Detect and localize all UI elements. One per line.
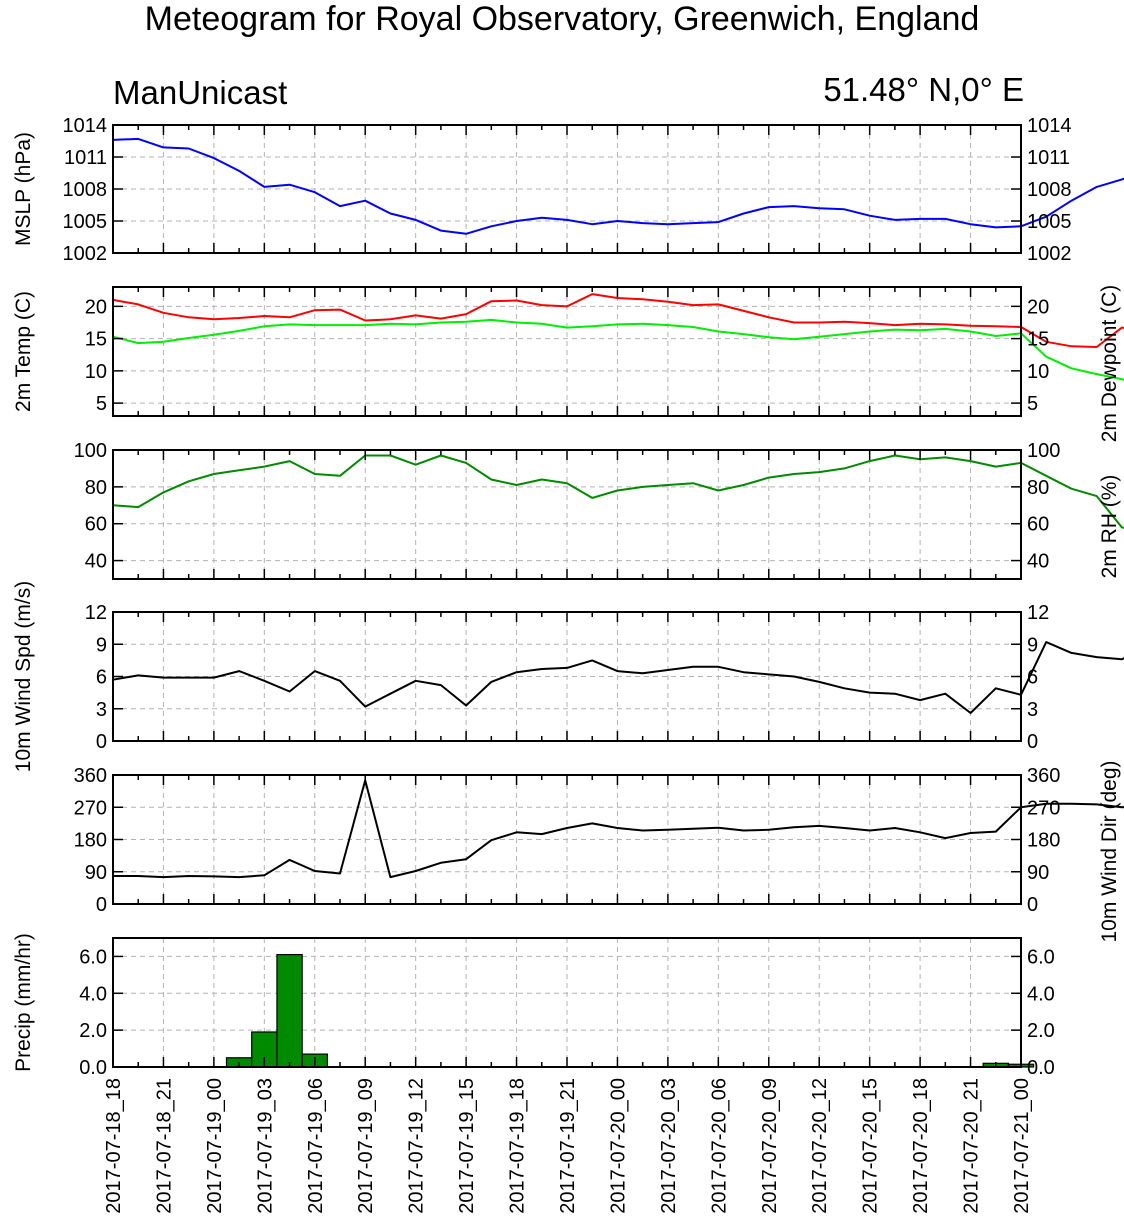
y-tick-label: 3 [1027, 699, 1038, 721]
y-tick-label: 180 [1027, 830, 1060, 852]
panel-wdir: 0 0 90 90 180 180 270 270 360 360 10m Wind Dir (de… [74, 760, 1124, 943]
x-tick-label: 2017-07-20_21 [961, 1078, 983, 1214]
model-name: ManUnicast [113, 74, 288, 111]
y-tick-label: 40 [1027, 551, 1049, 573]
x-tick-label: 2017-07-18_18 [103, 1078, 125, 1214]
y-tick-label: 0 [1027, 894, 1038, 916]
y-tick-label: 12 [85, 602, 107, 624]
y-tick-label: 6.0 [79, 946, 107, 968]
y-tick-label: 12 [1027, 602, 1049, 624]
x-tick-label: 2017-07-19_00 [204, 1078, 226, 1214]
y-tick-label: 1002 [1027, 243, 1072, 265]
y-tick-label: 3 [96, 699, 107, 721]
y-tick-label: 0 [96, 731, 107, 753]
series-line-wspd [112, 641, 1124, 714]
panel-rh: 40 40 60 60 80 80 100 100 2m RH (%) [74, 440, 1124, 580]
x-tick-label: 2017-07-20_12 [809, 1078, 831, 1214]
x-tick-label: 2017-07-20_18 [910, 1078, 932, 1214]
series-line-wdir [113, 779, 1124, 879]
y-tick-label: 360 [1027, 765, 1060, 787]
x-tick-label: 2017-07-19_12 [406, 1078, 428, 1214]
y-tick-label: 90 [85, 862, 107, 884]
y-tick-label: 1011 [64, 147, 107, 169]
y-tick-label: 20 [1027, 296, 1049, 318]
y-tick-label: 15 [1027, 329, 1049, 351]
y-axis-label-left: 10m Wind Spd (m/s) [12, 581, 35, 772]
y-tick-label: 270 [74, 797, 107, 819]
y-axis-label-right: 2m Dewpoint (C) [1098, 285, 1121, 443]
y-tick-label: 60 [85, 514, 107, 536]
y-tick-label: 9 [96, 634, 107, 656]
panel-wspd: 0 0 3 3 6 6 9 9 12 12 10m Wind Spd (m/s) [12, 581, 1124, 772]
series-line-temp [112, 293, 1124, 348]
y-tick-label: 270 [1027, 797, 1060, 819]
y-tick-label: 1008 [1027, 179, 1072, 201]
y-tick-label: 6 [96, 667, 107, 689]
x-tick-label: 2017-07-19_06 [305, 1078, 327, 1214]
y-tick-label: 4.0 [79, 983, 107, 1005]
panel-precip: 0.0 0.0 2.0 2.0 4.0 4.0 6.0 6.0 Precip (mm/hr) [12, 933, 1055, 1079]
y-tick-label: 10 [85, 361, 107, 383]
location-coordinates: 51.48° N,0° E [823, 71, 1024, 108]
y-tick-label: 80 [1027, 477, 1049, 499]
x-tick-label: 2017-07-19_09 [355, 1078, 377, 1214]
y-tick-label: 0.0 [79, 1057, 107, 1079]
y-axis-label-left: 2m Temp (C) [12, 291, 35, 412]
y-tick-label: 4.0 [1027, 983, 1055, 1005]
y-axis-label-left: MSLP (hPa) [12, 132, 35, 246]
x-tick-label: 2017-07-21_00 [1011, 1078, 1033, 1214]
x-tick-label: 2017-07-20_09 [759, 1078, 781, 1214]
y-tick-label: 1005 [63, 211, 108, 233]
y-tick-label: 0.0 [1027, 1057, 1055, 1079]
y-tick-label: 6 [1027, 667, 1038, 689]
y-tick-label: 2.0 [1027, 1020, 1055, 1042]
y-tick-label: 100 [74, 440, 107, 462]
y-tick-label: 2.0 [79, 1020, 107, 1042]
y-tick-label: 6.0 [1027, 946, 1055, 968]
series-line-rh [112, 454, 1124, 529]
y-tick-label: 60 [1027, 514, 1049, 536]
y-tick-label: 15 [85, 329, 107, 351]
x-tick-label: 2017-07-19_18 [507, 1078, 529, 1214]
y-axis-label-right: 10m Wind Dir (deg) [1098, 760, 1121, 942]
y-tick-label: 5 [1027, 393, 1038, 415]
panel-mslp: 1002 1002 1005 1005 1008 1008 1011 1011 1014 1014… [12, 115, 1124, 265]
y-tick-label: 0 [1027, 731, 1038, 753]
y-tick-label: 1005 [1027, 211, 1072, 233]
y-tick-label: 1014 [63, 115, 108, 137]
y-tick-label: 90 [1027, 862, 1049, 884]
x-axis-labels: 2017-07-18_18 2017-07-18_21 2017-07-19_00 2… [103, 1078, 1033, 1214]
x-tick-label: 2017-07-19_21 [557, 1078, 579, 1214]
y-tick-label: 360 [74, 765, 107, 787]
y-tick-label: 5 [96, 393, 107, 415]
y-tick-label: 40 [85, 551, 107, 573]
y-tick-label: 180 [74, 830, 107, 852]
y-axis-label-left: Precip (mm/hr) [12, 933, 35, 1072]
y-tick-label: 1014 [1027, 115, 1072, 137]
y-tick-label: 10 [1027, 361, 1049, 383]
y-tick-label: 20 [85, 296, 107, 318]
y-tick-label: 0 [96, 894, 107, 916]
chart-title: Meteogram for Royal Observatory, Greenwi… [144, 0, 980, 38]
x-tick-label: 2017-07-20_03 [658, 1078, 680, 1214]
y-tick-label: 80 [85, 477, 107, 499]
precip-bar [276, 953, 303, 1068]
x-tick-label: 2017-07-20_06 [708, 1078, 730, 1214]
series-line-temp [112, 318, 1124, 382]
x-tick-label: 2017-07-19_03 [254, 1078, 276, 1214]
y-tick-label: 1002 [63, 243, 108, 265]
x-tick-label: 2017-07-20_15 [860, 1078, 882, 1214]
x-tick-label: 2017-07-20_00 [607, 1078, 629, 1214]
y-tick-label: 100 [1027, 440, 1060, 462]
y-tick-label: 9 [1027, 634, 1038, 656]
y-axis-label-right: 2m RH (%) [1098, 475, 1121, 579]
x-tick-label: 2017-07-18_21 [153, 1078, 175, 1214]
y-tick-label: 1011 [1027, 147, 1070, 169]
series-line-mslp [112, 137, 1124, 235]
x-tick-label: 2017-07-19_15 [456, 1078, 478, 1214]
panel-temp: 5 5 10 10 15 15 20 20 2m Temp (C) 2m Dewpoint (C) [12, 285, 1124, 443]
y-tick-label: 1008 [63, 179, 108, 201]
